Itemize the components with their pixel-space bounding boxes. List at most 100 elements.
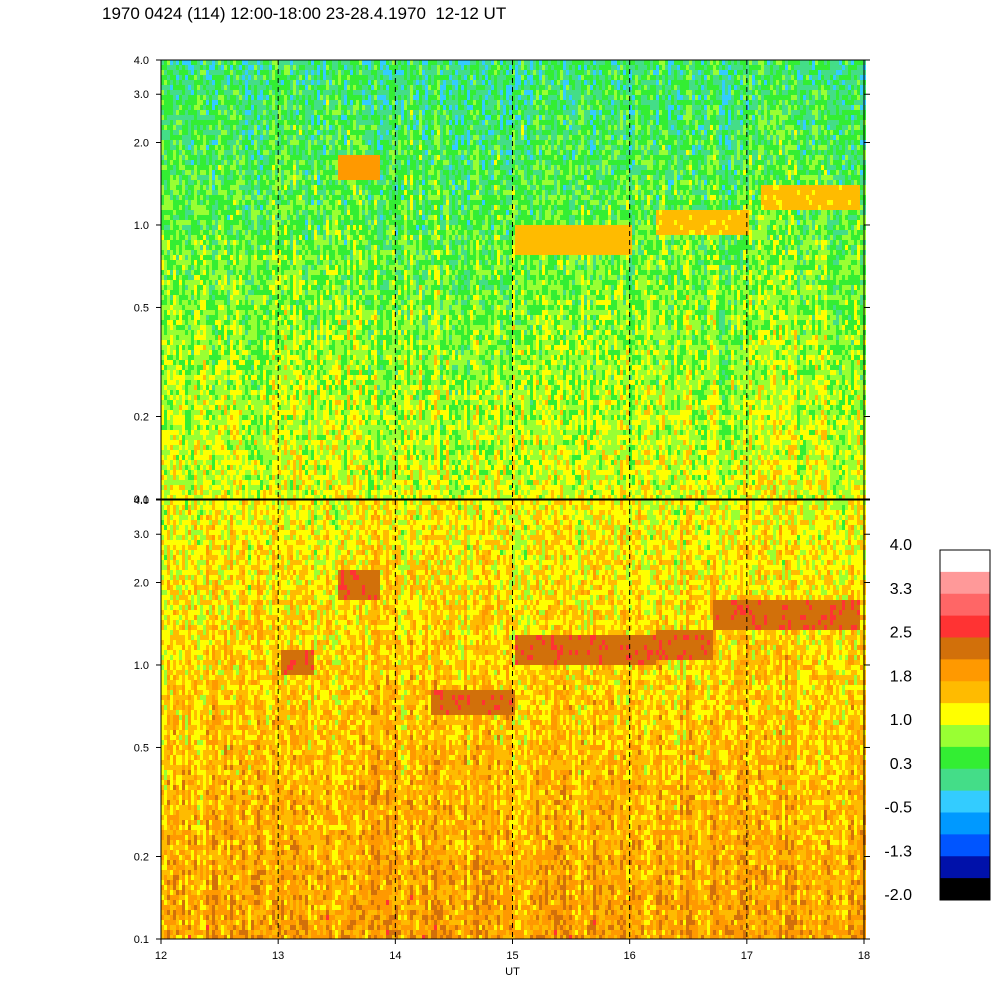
heatmap-cell <box>206 240 209 245</box>
heatmap-cell <box>212 325 215 330</box>
heatmap-cell <box>188 415 191 420</box>
heatmap-cell <box>236 110 239 115</box>
heatmap-cell <box>173 220 176 225</box>
heatmap-cell <box>185 105 188 110</box>
heatmap-cell <box>164 430 167 435</box>
heatmap-cell <box>269 480 272 485</box>
heatmap-cell <box>176 65 179 70</box>
heatmap-cell <box>194 75 197 80</box>
heatmap-cell <box>221 160 224 165</box>
heatmap-cell <box>194 420 197 425</box>
heatmap-cell <box>263 355 266 360</box>
heatmap-cell <box>185 460 188 465</box>
heatmap-cell <box>197 330 200 335</box>
heatmap-cell <box>212 175 215 180</box>
heatmap-cell <box>272 130 275 135</box>
heatmap-cell <box>221 200 224 205</box>
heatmap-cell <box>275 305 278 310</box>
heatmap-cell <box>176 195 179 200</box>
heatmap-cell <box>185 265 188 270</box>
heatmap-cell <box>230 135 233 140</box>
heatmap-cell <box>176 60 179 65</box>
heatmap-cell <box>209 220 212 225</box>
heatmap-cell <box>245 215 248 220</box>
heatmap-cell <box>221 430 224 435</box>
heatmap-cell <box>185 170 188 175</box>
heatmap-cell <box>233 395 236 400</box>
heatmap-cell <box>194 310 197 315</box>
heatmap-cell <box>194 305 197 310</box>
heatmap-cell <box>245 385 248 390</box>
heatmap-cell <box>251 260 254 265</box>
heatmap-cell <box>224 125 227 130</box>
heatmap-cell <box>221 145 224 150</box>
heatmap-cell <box>203 425 206 430</box>
heatmap-cell <box>272 265 275 270</box>
heatmap-cell <box>248 450 251 455</box>
heatmap-cell <box>215 315 218 320</box>
heatmap-cell <box>251 220 254 225</box>
heatmap-cell <box>266 330 269 335</box>
heatmap-cell <box>284 200 287 205</box>
heatmap-cell <box>188 225 191 230</box>
heatmap-cell <box>179 155 182 160</box>
heatmap-cell <box>284 180 287 185</box>
heatmap-cell <box>230 65 233 70</box>
heatmap-cell <box>194 295 197 300</box>
heatmap-cell <box>173 140 176 145</box>
heatmap-cell <box>191 405 194 410</box>
heatmap-cell <box>191 350 194 355</box>
heatmap-cell <box>239 60 242 65</box>
heatmap-cell <box>167 445 170 450</box>
heatmap-cell <box>164 380 167 385</box>
heatmap-cell <box>176 425 179 430</box>
heatmap-cell <box>173 285 176 290</box>
heatmap-cell <box>269 180 272 185</box>
heatmap-cell <box>239 245 242 250</box>
heatmap-cell <box>227 370 230 375</box>
heatmap-cell <box>173 265 176 270</box>
heatmap-cell <box>221 75 224 80</box>
heatmap-cell <box>239 290 242 295</box>
heatmap-cell <box>194 490 197 495</box>
heatmap-cell <box>257 280 260 285</box>
heatmap-cell <box>173 465 176 470</box>
heatmap-cell <box>200 135 203 140</box>
heatmap-cell <box>209 390 212 395</box>
heatmap-cell <box>275 405 278 410</box>
heatmap-cell <box>182 150 185 155</box>
heatmap-cell <box>272 430 275 435</box>
heatmap-cell <box>257 75 260 80</box>
heatmap-cell <box>284 165 287 170</box>
heatmap-cell <box>197 365 200 370</box>
heatmap-cell <box>227 300 230 305</box>
heatmap-cell <box>239 160 242 165</box>
heatmap-cell <box>170 265 173 270</box>
heatmap-cell <box>206 150 209 155</box>
heatmap-cell <box>176 235 179 240</box>
heatmap-cell <box>260 480 263 485</box>
heatmap-cell <box>239 420 242 425</box>
heatmap-cell <box>266 350 269 355</box>
heatmap-cell <box>248 65 251 70</box>
heatmap-cell <box>209 120 212 125</box>
heatmap-cell <box>266 365 269 370</box>
heatmap-cell <box>170 400 173 405</box>
heatmap-cell <box>170 195 173 200</box>
heatmap-cell <box>212 145 215 150</box>
heatmap-cell <box>266 80 269 85</box>
heatmap-cell <box>242 125 245 130</box>
heatmap-cell <box>203 415 206 420</box>
heatmap-cell <box>260 360 263 365</box>
heatmap-cell <box>173 280 176 285</box>
heatmap-cell <box>230 495 233 499</box>
heatmap-cell <box>230 445 233 450</box>
heatmap-cell <box>245 85 248 90</box>
heatmap-cell <box>221 110 224 115</box>
heatmap-cell <box>197 440 200 445</box>
heatmap-cell <box>263 300 266 305</box>
heatmap-cell <box>164 410 167 415</box>
heatmap-cell <box>167 140 170 145</box>
heatmap-cell <box>188 290 191 295</box>
heatmap-cell <box>266 275 269 280</box>
